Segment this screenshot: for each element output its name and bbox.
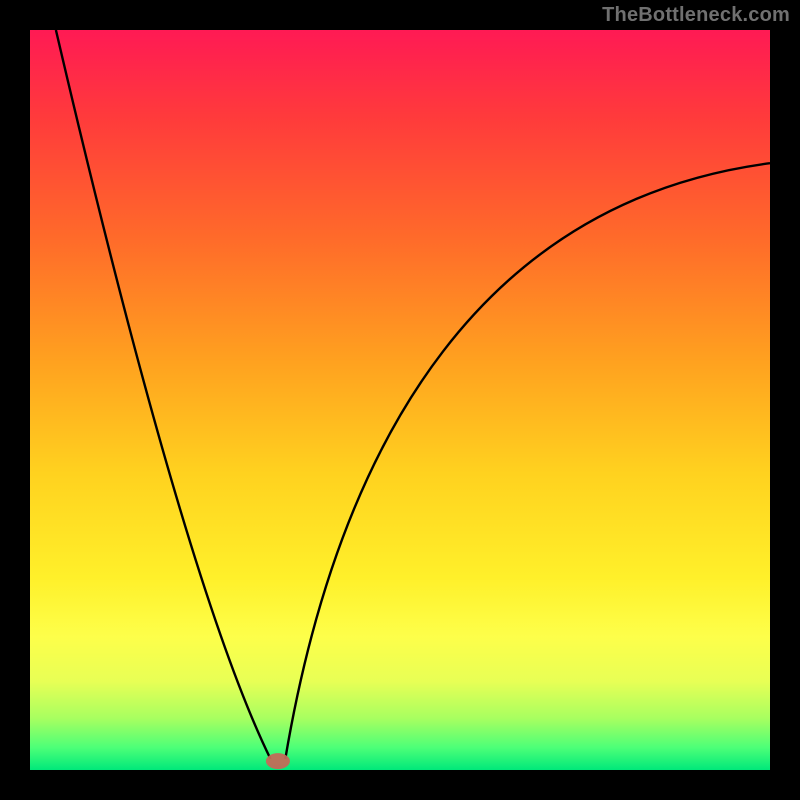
bottleneck-chart (0, 0, 800, 800)
stage: TheBottleneck.com (0, 0, 800, 800)
bottleneck-marker (266, 753, 290, 769)
plot-area (30, 30, 770, 770)
watermark-text: TheBottleneck.com (602, 4, 790, 27)
gradient-background (30, 30, 770, 770)
